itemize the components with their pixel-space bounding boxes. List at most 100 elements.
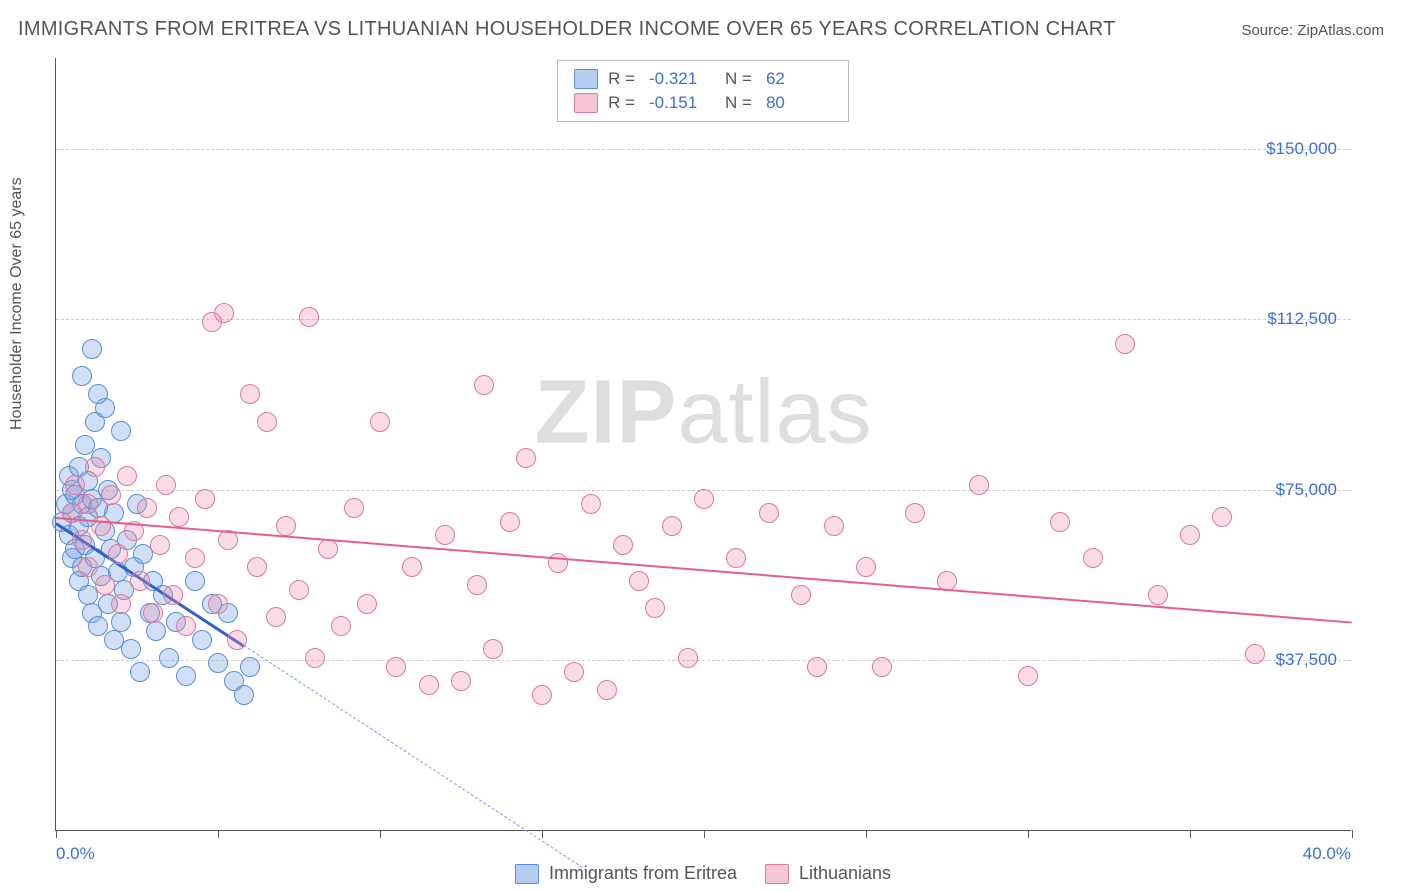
data-point-lithuanian xyxy=(1050,512,1070,532)
data-point-lithuanian xyxy=(467,575,487,595)
data-point-eritrea xyxy=(159,648,179,668)
data-point-lithuanian xyxy=(78,557,98,577)
data-point-lithuanian xyxy=(1245,644,1265,664)
data-point-lithuanian xyxy=(856,557,876,577)
stat-n-label: N = xyxy=(725,93,752,113)
data-point-lithuanian xyxy=(240,384,260,404)
data-point-lithuanian xyxy=(1083,548,1103,568)
x-tick xyxy=(380,830,381,838)
data-point-eritrea xyxy=(208,653,228,673)
stat-n-label: N = xyxy=(725,69,752,89)
data-point-lithuanian xyxy=(419,675,439,695)
stat-r-label: R = xyxy=(608,69,635,89)
y-tick-label: $150,000 xyxy=(1266,139,1337,159)
data-point-lithuanian xyxy=(176,616,196,636)
data-point-eritrea xyxy=(130,662,150,682)
y-tick-label: $112,500 xyxy=(1267,309,1337,329)
data-point-lithuanian xyxy=(386,657,406,677)
stat-r-eritrea: -0.321 xyxy=(649,69,705,89)
data-point-lithuanian xyxy=(872,657,892,677)
data-point-lithuanian xyxy=(516,448,536,468)
data-point-eritrea xyxy=(111,612,131,632)
data-point-lithuanian xyxy=(101,485,121,505)
data-point-lithuanian xyxy=(111,594,131,614)
watermark-part-2: atlas xyxy=(677,363,872,463)
x-tick xyxy=(542,830,543,838)
data-point-lithuanian xyxy=(130,571,150,591)
data-point-lithuanian xyxy=(905,503,925,523)
data-point-lithuanian xyxy=(227,630,247,650)
legend-label-eritrea: Immigrants from Eritrea xyxy=(549,863,737,884)
data-point-lithuanian xyxy=(257,412,277,432)
data-point-lithuanian xyxy=(726,548,746,568)
data-point-lithuanian xyxy=(266,607,286,627)
swatch-eritrea xyxy=(574,69,598,89)
x-axis-start-label: 0.0% xyxy=(56,844,95,864)
data-point-lithuanian xyxy=(678,648,698,668)
x-tick xyxy=(704,830,705,838)
data-point-lithuanian xyxy=(694,489,714,509)
data-point-lithuanian xyxy=(78,494,98,514)
data-point-lithuanian xyxy=(276,516,296,536)
swatch-lithuanian xyxy=(574,93,598,113)
data-point-lithuanian xyxy=(72,530,92,550)
stat-r-lithuanian: -0.151 xyxy=(649,93,705,113)
gridline-h xyxy=(56,319,1351,320)
chart-title: IMMIGRANTS FROM ERITREA VS LITHUANIAN HO… xyxy=(18,18,1116,41)
x-tick xyxy=(1190,830,1191,838)
data-point-lithuanian xyxy=(289,580,309,600)
data-point-lithuanian xyxy=(483,639,503,659)
swatch-lithuanian xyxy=(765,864,789,884)
data-point-lithuanian xyxy=(1212,507,1232,527)
data-point-lithuanian xyxy=(969,475,989,495)
series-legend: Immigrants from Eritrea Lithuanians xyxy=(515,863,891,884)
stat-n-lithuanian: 80 xyxy=(766,93,822,113)
stats-legend: R = -0.321 N = 62 R = -0.151 N = 80 xyxy=(557,60,849,122)
source-attribution: Source: ZipAtlas.com xyxy=(1241,22,1384,39)
gridline-h xyxy=(56,149,1351,150)
y-axis-label: Householder Income Over 65 years xyxy=(8,177,26,430)
data-point-eritrea xyxy=(234,685,254,705)
data-point-eritrea xyxy=(192,630,212,650)
data-point-lithuanian xyxy=(451,671,471,691)
watermark-part-1: ZIP xyxy=(534,363,677,463)
data-point-lithuanian xyxy=(305,648,325,668)
y-tick-label: $37,500 xyxy=(1276,650,1337,670)
data-point-lithuanian xyxy=(95,575,115,595)
data-point-lithuanian xyxy=(824,516,844,536)
data-point-lithuanian xyxy=(435,525,455,545)
data-point-lithuanian xyxy=(759,503,779,523)
swatch-eritrea xyxy=(515,864,539,884)
data-point-lithuanian xyxy=(532,685,552,705)
data-point-lithuanian xyxy=(597,680,617,700)
data-point-lithuanian xyxy=(402,557,422,577)
watermark: ZIPatlas xyxy=(534,362,872,465)
data-point-lithuanian xyxy=(214,303,234,323)
data-point-lithuanian xyxy=(163,585,183,605)
data-point-lithuanian xyxy=(500,512,520,532)
data-point-lithuanian xyxy=(645,598,665,618)
data-point-lithuanian xyxy=(85,457,105,477)
y-tick-label: $75,000 xyxy=(1276,480,1337,500)
data-point-lithuanian xyxy=(1148,585,1168,605)
x-tick xyxy=(1028,830,1029,838)
data-point-lithuanian xyxy=(1115,334,1135,354)
data-point-lithuanian xyxy=(143,603,163,623)
x-tick xyxy=(56,830,57,838)
x-axis-end-label: 40.0% xyxy=(1303,844,1351,864)
x-tick xyxy=(218,830,219,838)
legend-item-lithuanian: Lithuanians xyxy=(765,863,891,884)
data-point-lithuanian xyxy=(581,494,601,514)
data-point-lithuanian xyxy=(108,544,128,564)
data-point-eritrea xyxy=(121,639,141,659)
stats-row-lithuanian: R = -0.151 N = 80 xyxy=(574,91,832,115)
chart-plot-area: ZIPatlas $37,500$75,000$112,500$150,0000… xyxy=(55,58,1351,831)
data-point-eritrea xyxy=(72,366,92,386)
data-point-lithuanian xyxy=(195,489,215,509)
data-point-eritrea xyxy=(240,657,260,677)
regression-line xyxy=(244,645,591,873)
data-point-eritrea xyxy=(111,421,131,441)
data-point-lithuanian xyxy=(1018,666,1038,686)
data-point-lithuanian xyxy=(156,475,176,495)
data-point-lithuanian xyxy=(1180,525,1200,545)
